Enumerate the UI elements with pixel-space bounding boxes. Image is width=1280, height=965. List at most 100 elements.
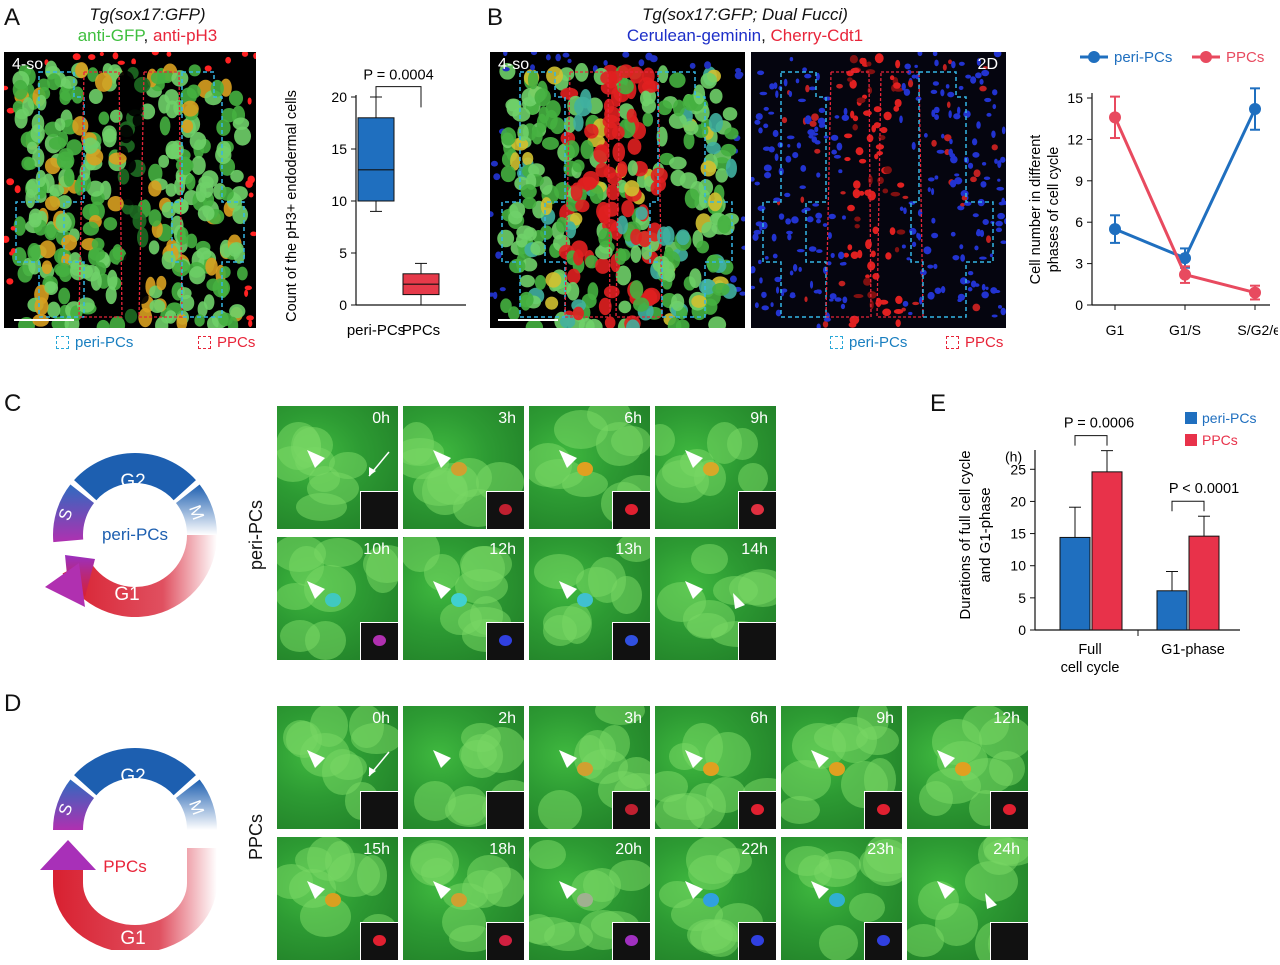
cycle-arrowhead — [40, 840, 96, 870]
arrowhead-icon — [559, 450, 577, 468]
arrowhead-icon — [937, 750, 955, 768]
arrowhead-icon — [685, 750, 703, 768]
panel-a-legend-ppc-text: PPCs — [217, 334, 256, 351]
panel-b-stage-label: 4-so — [498, 56, 530, 73]
timelapse-frame: 15h — [277, 837, 398, 960]
panel-b-stain-geminin: Cerulean-geminin — [626, 26, 762, 45]
data-point-peri-PCs — [1249, 103, 1261, 116]
timelapse-frame: 20h — [529, 837, 650, 960]
arrowhead-icon — [307, 881, 325, 899]
tracked-nucleus — [577, 762, 593, 776]
inset-nucleus — [499, 935, 512, 946]
panel-a-stain-ph3: anti-pH3 — [153, 26, 218, 45]
phase-label-g2: G2 — [120, 471, 145, 492]
arrowhead-icon — [685, 581, 745, 609]
cell-body — [931, 719, 982, 765]
timelapse-frame: 9h — [655, 406, 776, 529]
arrowhead-icon — [433, 450, 451, 468]
cell-body — [277, 582, 316, 610]
phase-label-g2: G2 — [120, 766, 145, 787]
x-tick-label: peri-PCs — [347, 322, 405, 339]
cell-body — [691, 543, 728, 575]
panel-a-micrograph-art — [4, 52, 256, 328]
panel-a-title-line1: Tg(sox17:GFP) — [20, 4, 275, 25]
arrowhead-icon — [307, 750, 390, 777]
cell-body — [982, 837, 1028, 865]
panel-b-legend-ppc-text: PPCs — [965, 334, 1004, 351]
nucleus-inset — [360, 791, 398, 829]
y-tick-label: 6 — [1075, 214, 1083, 230]
inset-nucleus — [499, 504, 512, 515]
panel-e-barchart: 0 5 10 15 20 25(h) Durations of full cell cycl… — [957, 410, 1256, 676]
tracked-nucleus — [325, 593, 341, 607]
nucleus-inset — [990, 922, 1028, 960]
nucleus-inset — [864, 922, 902, 960]
y-tick-label: 5 — [339, 245, 347, 261]
phase-g2-segment — [74, 748, 196, 796]
timelapse-frame: 2h — [403, 706, 524, 829]
timelapse-frame: 12h — [403, 537, 524, 660]
cell-body — [686, 837, 740, 885]
tracked-nucleus — [451, 893, 467, 907]
panel-b-fucci-art — [751, 52, 1006, 328]
timelapse-frame: 3h — [529, 706, 650, 829]
timelapse-frame: 9h — [781, 706, 902, 829]
bar-peri-PCs — [1156, 590, 1188, 631]
arrowhead-icon — [559, 581, 577, 599]
cell-body — [529, 916, 576, 946]
dashed-box-icon — [830, 336, 843, 349]
y-axis-label: Durations of full cell cycle and G1-phase — [957, 450, 994, 619]
cell-body — [460, 733, 504, 779]
timepoint-label: 3h — [498, 410, 516, 427]
y-tick-label: 25 — [1010, 461, 1026, 477]
arrowhead-icon — [433, 450, 451, 468]
timelapse-frame: 23h — [781, 837, 902, 960]
cell-body — [814, 723, 869, 752]
tracked-nucleus — [577, 593, 593, 607]
panel-b-dimension-label: 2D — [977, 56, 998, 73]
data-point-peri-PCs — [1109, 223, 1121, 236]
inset-nucleus — [877, 935, 890, 946]
arrowhead-icon — [433, 750, 451, 768]
timelapse-frame: 6h — [529, 406, 650, 529]
arrowhead-icon — [685, 581, 703, 599]
timelapse-frame: 6h — [655, 706, 776, 829]
cell-body — [414, 781, 456, 822]
panel-b-transgene: Tg(sox17:GFP; Dual Fucci) — [642, 5, 848, 24]
tracked-nucleus — [577, 462, 593, 476]
data-point-PPCs — [1179, 268, 1191, 281]
timelapse-frame: 10h — [277, 537, 398, 660]
arrowhead-icon — [433, 750, 451, 768]
panel-d-row-label: PPCs — [246, 813, 266, 860]
inset-nucleus — [877, 804, 890, 815]
panel-b-micrograph-merge: 4-so — [490, 52, 745, 328]
y-unit-label: (h) — [1005, 448, 1022, 464]
cell-body — [655, 423, 676, 457]
y-tick-label: 15 — [1067, 90, 1083, 106]
nucleus-inset — [486, 791, 524, 829]
panel-a-title-sep: , — [143, 26, 153, 45]
timepoint-label: 20h — [615, 841, 642, 858]
y-tick-label: 3 — [1075, 256, 1083, 272]
legend-label: peri-PCs — [1202, 410, 1256, 426]
inset-nucleus — [373, 635, 386, 646]
arrowhead-icon — [685, 450, 703, 468]
panel-b-merge-art — [490, 52, 745, 328]
panel-b-micrograph-fucci: 2D — [751, 52, 1006, 328]
arrowhead-icon — [559, 881, 577, 899]
timelapse-frame: 3h — [403, 406, 524, 529]
timelapse-frame: 0h — [277, 406, 398, 529]
x-tick-label: cell cycle — [1061, 660, 1120, 676]
inset-nucleus — [1003, 804, 1016, 815]
x-tick-label: G1 — [1106, 322, 1125, 338]
panel-b-linechart: 0 3 6 9 12 15 Cell number in different phases o… — [1028, 49, 1278, 338]
timepoint-label: 13h — [615, 541, 642, 558]
arrowhead-icon — [307, 581, 325, 599]
tracked-nucleus — [325, 893, 341, 907]
data-point-PPCs — [1249, 286, 1261, 299]
y-tick-label: 20 — [1010, 493, 1026, 509]
arrowhead-icon — [685, 881, 703, 899]
timepoint-label: 6h — [750, 710, 768, 727]
cell-body — [304, 621, 347, 660]
